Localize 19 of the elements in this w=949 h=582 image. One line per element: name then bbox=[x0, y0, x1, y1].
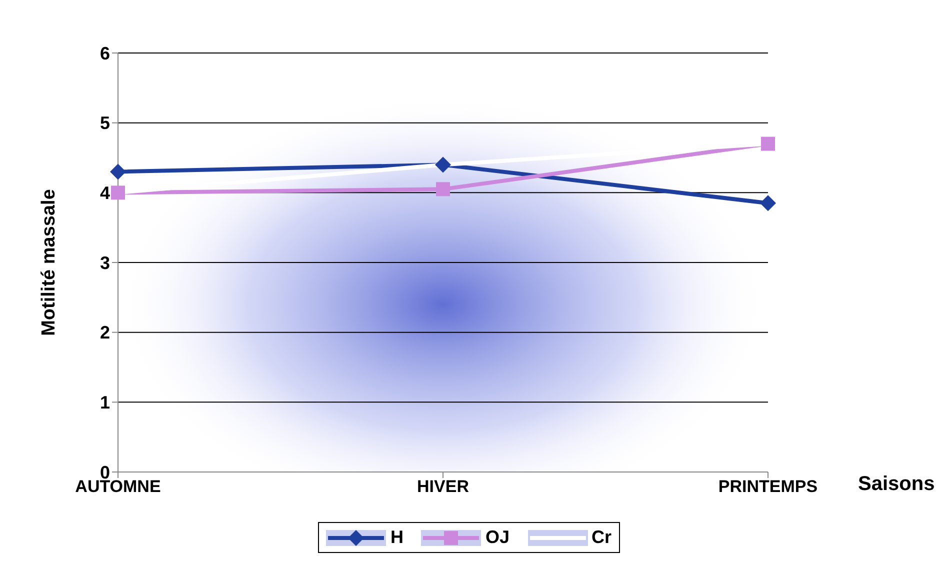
y-tick-label: 2 bbox=[100, 322, 110, 343]
point bbox=[110, 164, 126, 180]
y-tick-label: 4 bbox=[100, 183, 110, 204]
legend-label: H bbox=[390, 527, 404, 548]
y-tick-label: 3 bbox=[100, 252, 110, 273]
point bbox=[760, 195, 776, 212]
y-tick-label: 6 bbox=[100, 43, 110, 64]
x-tick-label: HIVER bbox=[417, 477, 469, 496]
legend-label: OJ bbox=[485, 527, 510, 548]
point bbox=[436, 182, 450, 196]
y-tick-label: 5 bbox=[100, 113, 110, 134]
point bbox=[111, 186, 125, 200]
y-axis-title: Motilité massale bbox=[38, 189, 60, 336]
y-tick-label: 1 bbox=[100, 392, 110, 413]
x-tick-label: PRINTEMPS bbox=[718, 477, 818, 496]
point bbox=[761, 136, 775, 151]
legend-label: Cr bbox=[592, 527, 612, 548]
point bbox=[435, 156, 451, 173]
x-axis-title: Saisons bbox=[858, 473, 935, 496]
